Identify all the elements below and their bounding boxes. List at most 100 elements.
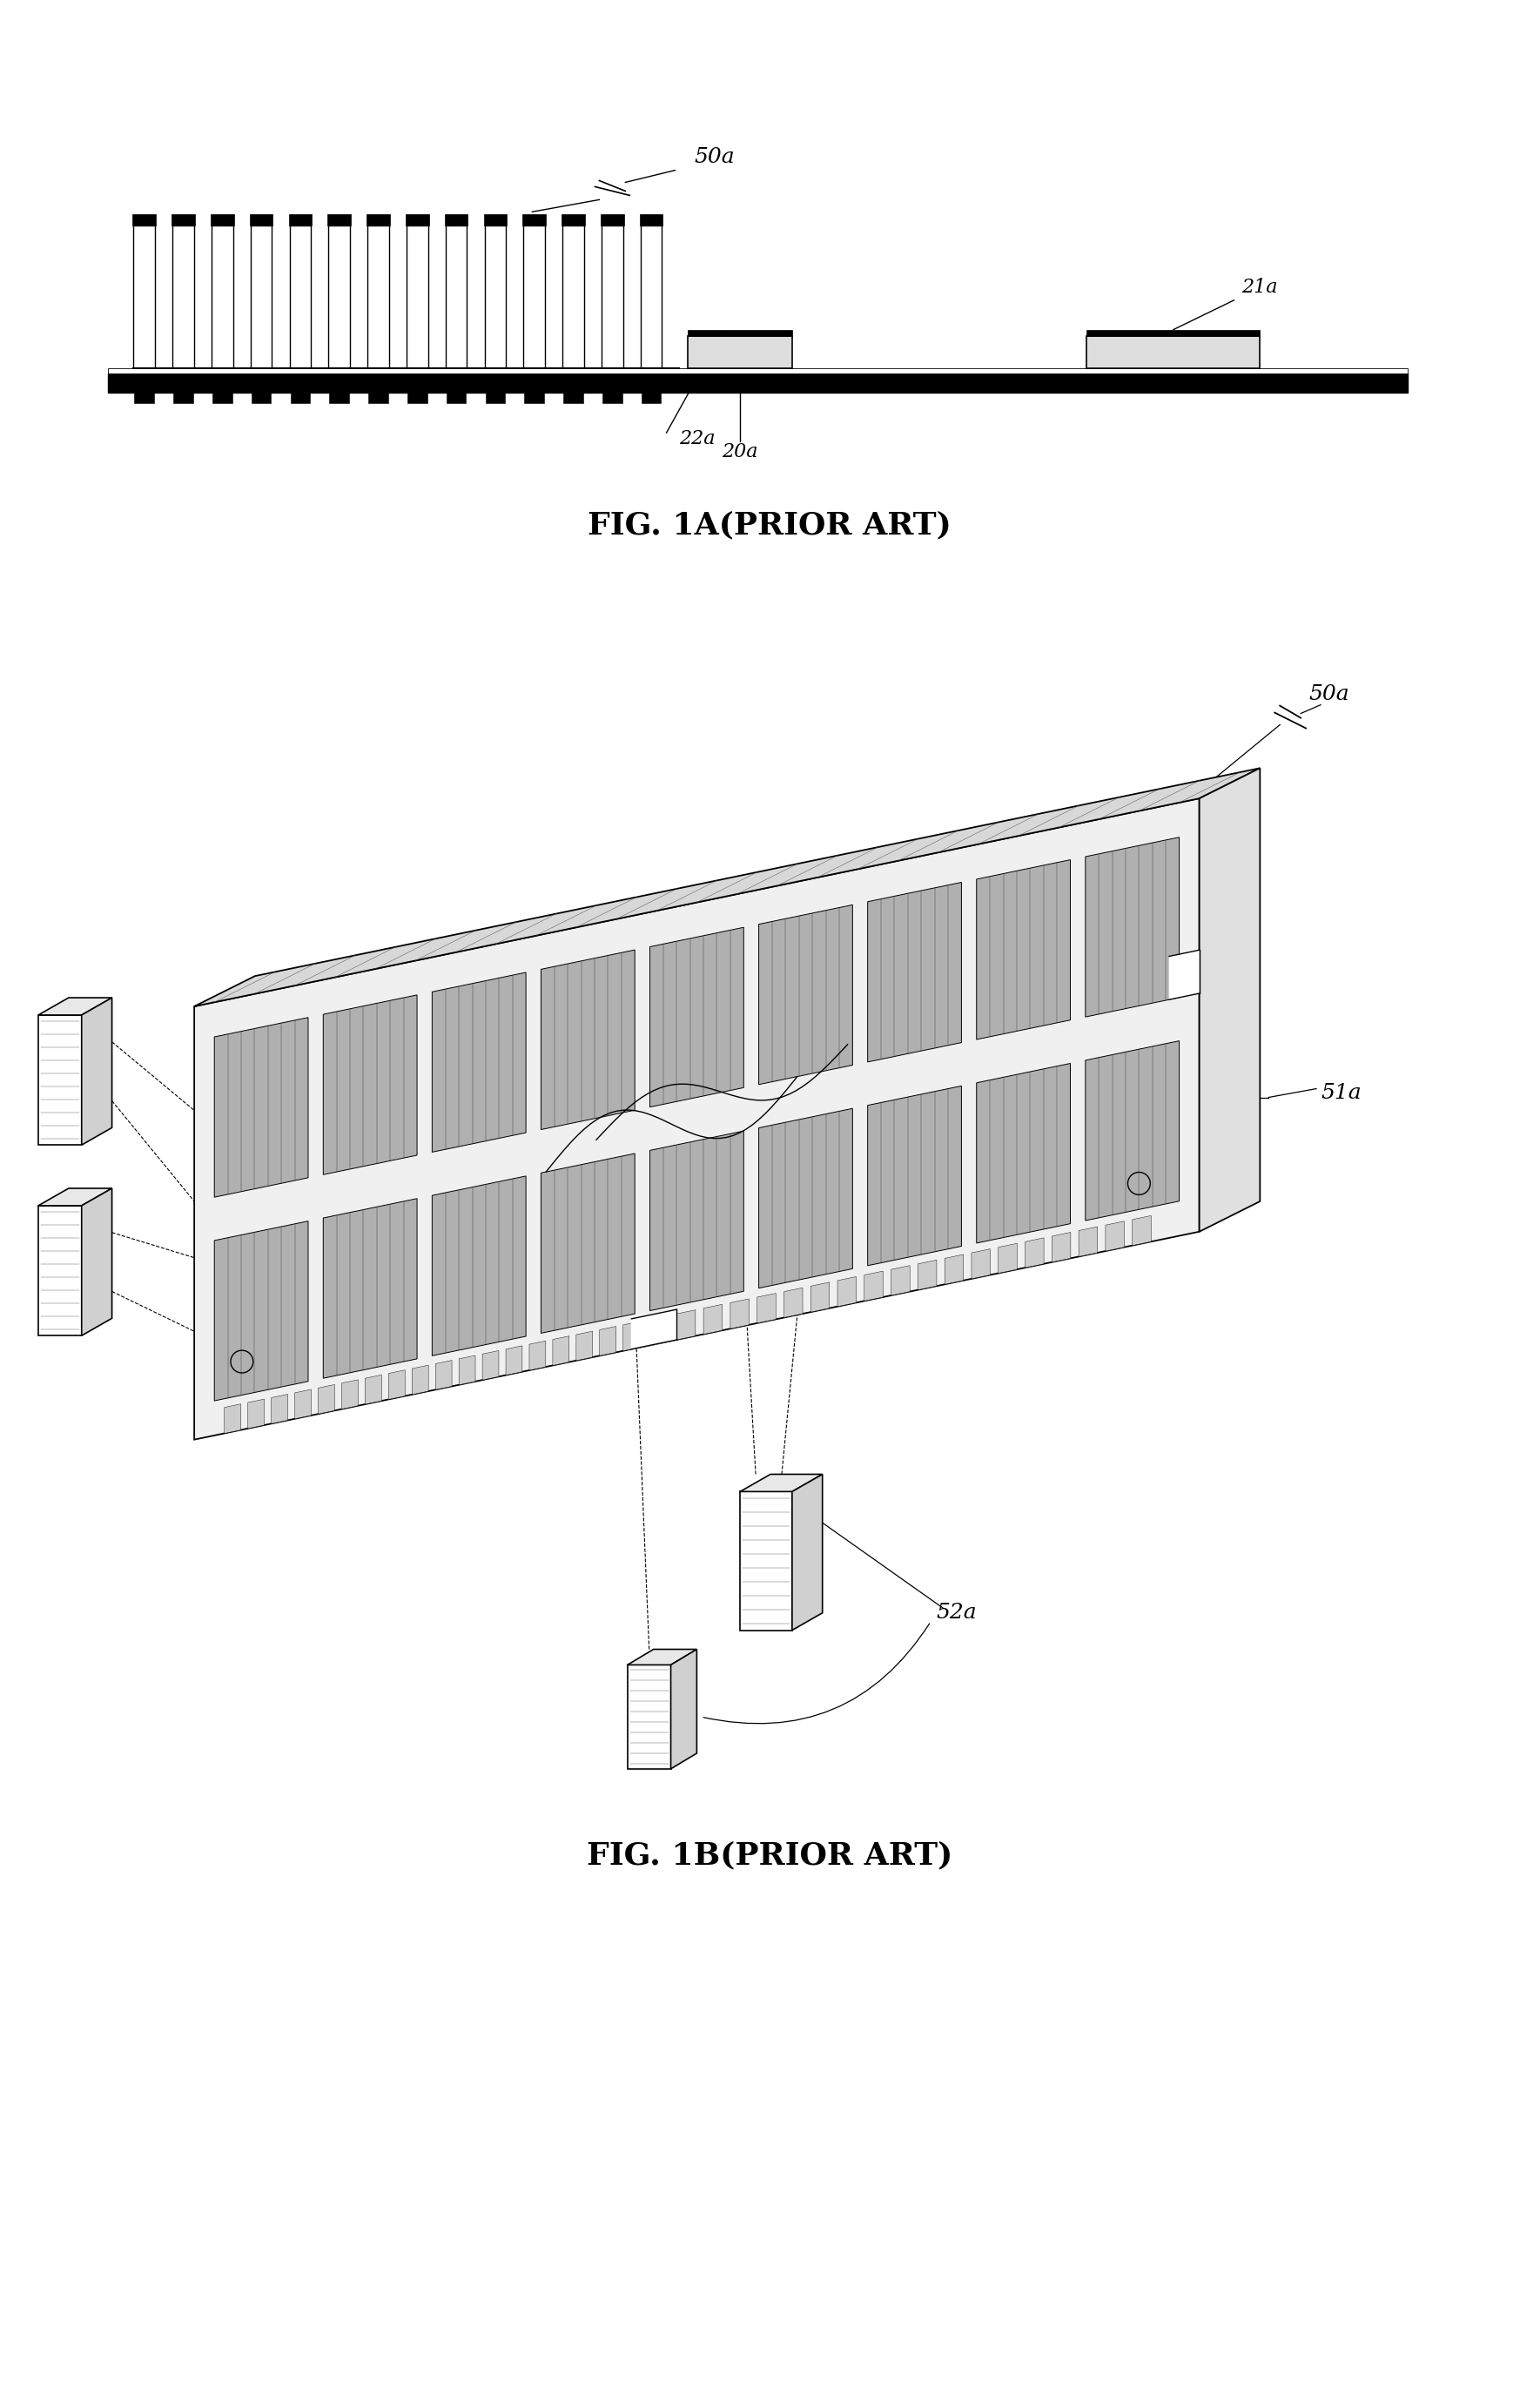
Polygon shape — [864, 1271, 882, 1300]
Polygon shape — [631, 1310, 676, 1350]
Bar — [251, 393, 271, 402]
Polygon shape — [1132, 1217, 1150, 1245]
Polygon shape — [38, 998, 112, 1014]
Bar — [524, 393, 544, 402]
Bar — [1087, 329, 1260, 336]
Bar — [367, 214, 390, 226]
Polygon shape — [553, 1336, 570, 1364]
Text: 50a: 50a — [695, 148, 735, 167]
Polygon shape — [214, 1017, 308, 1198]
Polygon shape — [944, 1255, 964, 1283]
Text: 52a: 52a — [936, 1602, 976, 1624]
Text: FIG. 1A(PRIOR ART): FIG. 1A(PRIOR ART) — [588, 510, 952, 540]
Polygon shape — [867, 1086, 961, 1267]
Polygon shape — [82, 1188, 112, 1336]
Polygon shape — [759, 1110, 853, 1288]
Polygon shape — [741, 1474, 822, 1491]
Polygon shape — [704, 1305, 722, 1333]
Polygon shape — [541, 1152, 634, 1333]
Bar — [639, 214, 662, 226]
Polygon shape — [225, 1405, 240, 1433]
Polygon shape — [388, 1369, 405, 1400]
Bar — [134, 393, 154, 402]
Text: FIG. 1B(PRIOR ART): FIG. 1B(PRIOR ART) — [587, 1841, 953, 1871]
Bar — [688, 336, 792, 369]
Bar — [291, 393, 310, 402]
Polygon shape — [627, 1650, 696, 1664]
Bar — [405, 214, 428, 226]
Polygon shape — [918, 1260, 936, 1291]
Polygon shape — [1169, 950, 1200, 1000]
Bar — [522, 214, 545, 226]
Polygon shape — [342, 1379, 359, 1410]
Polygon shape — [599, 1326, 616, 1355]
Polygon shape — [676, 1310, 696, 1341]
Polygon shape — [976, 1064, 1070, 1243]
FancyArrowPatch shape — [704, 1624, 930, 1724]
Polygon shape — [624, 1321, 639, 1350]
Bar — [108, 369, 1408, 374]
Polygon shape — [82, 998, 112, 1145]
Polygon shape — [741, 1491, 792, 1631]
Polygon shape — [784, 1288, 802, 1317]
Polygon shape — [194, 769, 1260, 1007]
Polygon shape — [365, 1374, 382, 1405]
Polygon shape — [323, 995, 417, 1174]
Polygon shape — [838, 1276, 856, 1307]
Polygon shape — [194, 798, 1200, 1441]
Text: 50a: 50a — [1309, 683, 1349, 705]
Polygon shape — [482, 1350, 499, 1381]
Polygon shape — [671, 1650, 696, 1769]
Polygon shape — [810, 1283, 830, 1312]
Polygon shape — [1078, 1226, 1098, 1257]
Polygon shape — [759, 905, 853, 1083]
Polygon shape — [867, 883, 961, 1062]
Polygon shape — [650, 1131, 744, 1310]
Polygon shape — [271, 1395, 288, 1424]
Polygon shape — [433, 971, 527, 1152]
Bar — [564, 393, 584, 402]
Polygon shape — [976, 860, 1070, 1040]
Polygon shape — [530, 1341, 545, 1371]
Bar — [213, 393, 233, 402]
Bar — [211, 214, 234, 226]
Bar — [172, 214, 196, 226]
Polygon shape — [323, 1198, 417, 1379]
Text: 20a: 20a — [722, 443, 758, 462]
Polygon shape — [1200, 769, 1260, 1231]
Polygon shape — [38, 1205, 82, 1336]
Bar — [288, 214, 313, 226]
Bar — [445, 214, 468, 226]
Polygon shape — [541, 950, 634, 1129]
Polygon shape — [730, 1298, 748, 1329]
Polygon shape — [576, 1331, 593, 1360]
Polygon shape — [650, 926, 744, 1107]
Bar — [408, 393, 427, 402]
Bar — [328, 214, 351, 226]
Polygon shape — [294, 1391, 311, 1419]
Polygon shape — [1026, 1238, 1044, 1267]
Polygon shape — [38, 1014, 82, 1145]
Text: 22a: 22a — [679, 429, 715, 448]
Bar — [174, 393, 192, 402]
Polygon shape — [1052, 1233, 1070, 1262]
Polygon shape — [972, 1250, 990, 1279]
Text: 51a: 51a — [1321, 1083, 1361, 1102]
Bar — [602, 393, 622, 402]
Polygon shape — [892, 1267, 910, 1295]
Polygon shape — [433, 1176, 527, 1355]
Bar — [601, 214, 624, 226]
Text: 21a: 21a — [1241, 279, 1278, 298]
Polygon shape — [1086, 1040, 1180, 1221]
Polygon shape — [627, 1664, 671, 1769]
Polygon shape — [1086, 838, 1180, 1017]
Bar — [108, 374, 1408, 393]
Polygon shape — [1106, 1221, 1124, 1250]
Polygon shape — [38, 1188, 112, 1205]
Polygon shape — [214, 1221, 308, 1400]
Polygon shape — [792, 1474, 822, 1631]
Polygon shape — [248, 1400, 265, 1429]
Polygon shape — [998, 1243, 1016, 1274]
Polygon shape — [319, 1386, 334, 1414]
Polygon shape — [505, 1345, 522, 1376]
